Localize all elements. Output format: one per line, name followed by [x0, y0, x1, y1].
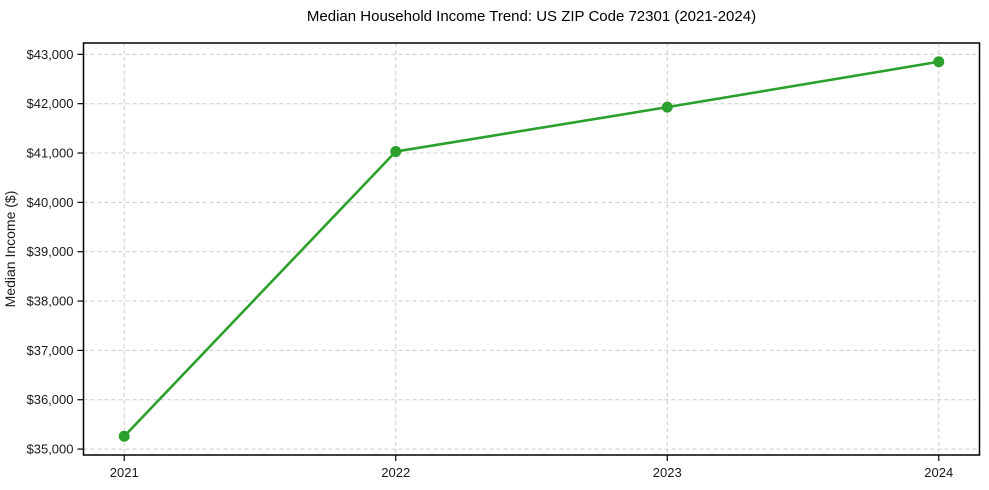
y-tick-label: $40,000 — [27, 195, 74, 210]
plot-border — [82, 42, 981, 456]
y-tick-label: $43,000 — [27, 47, 74, 62]
data-point-2022 — [390, 146, 402, 158]
x-tick-label: 2021 — [110, 465, 139, 480]
y-tick-label: $35,000 — [27, 442, 74, 457]
data-point-2024 — [933, 56, 945, 68]
x-tick-label: 2023 — [653, 465, 682, 480]
y-tick-label: $37,000 — [27, 343, 74, 358]
y-axis-label: Median Income ($) — [2, 191, 18, 308]
data-point-2021 — [118, 430, 130, 442]
data-point-2023 — [661, 101, 673, 113]
x-tick-label: 2022 — [381, 465, 410, 480]
y-tick-label: $39,000 — [27, 244, 74, 259]
y-tick-label: $36,000 — [27, 392, 74, 407]
y-tick-label: $42,000 — [27, 96, 74, 111]
y-tick-label: $38,000 — [27, 294, 74, 309]
y-tick-label: $41,000 — [27, 146, 74, 161]
chart-title: Median Household Income Trend: US ZIP Co… — [307, 8, 756, 25]
x-tick-label: 2024 — [924, 465, 953, 480]
trend-line — [122, 60, 941, 438]
